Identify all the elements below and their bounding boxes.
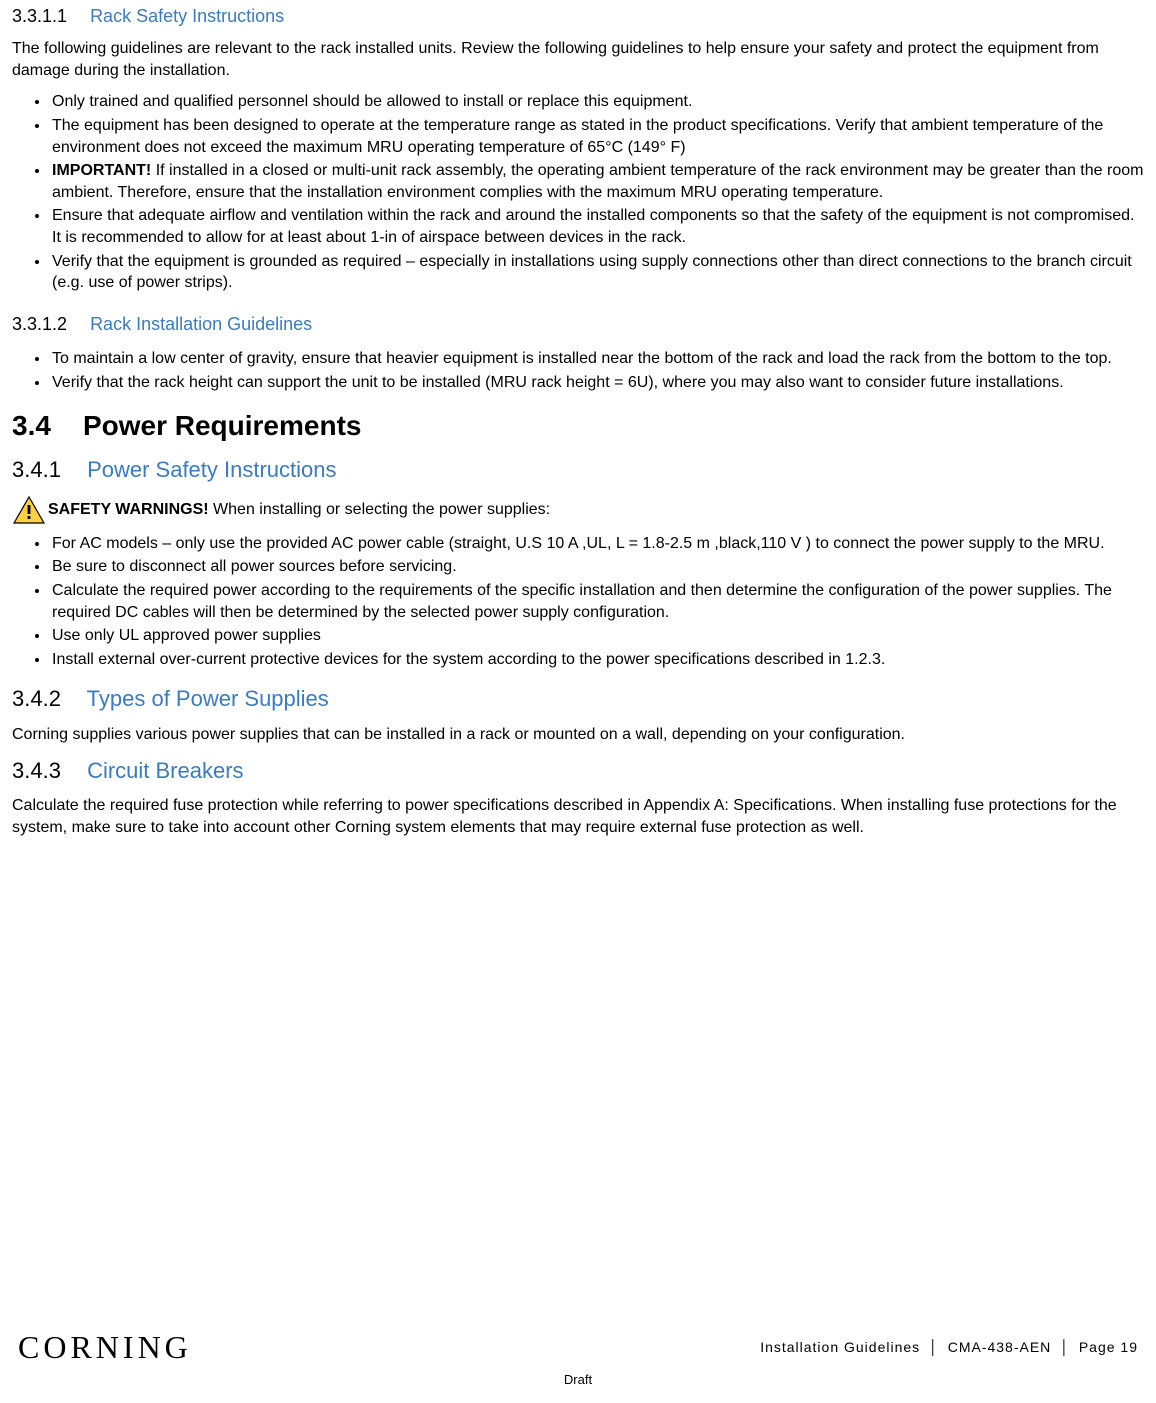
list-text: Ensure that adequate airflow and ventila… [52,207,1134,246]
list-item: The equipment has been designed to opera… [50,115,1144,158]
list-item: Only trained and qualified personnel sho… [50,91,1144,113]
list-text: For AC models – only use the provided AC… [52,535,1105,552]
separator: │ [929,1339,939,1355]
heading-number: 3.3.1.1 [12,6,67,26]
paragraph-3-4-2: Corning supplies various power supplies … [12,724,1144,746]
list-item: Install external over-current protective… [50,649,1144,671]
heading-number: 3.3.1.2 [12,314,67,334]
footer-line: CORNING Installation Guidelines │ CMA-43… [18,1326,1138,1369]
intro-paragraph: The following guidelines are relevant to… [12,38,1144,81]
list-item: Be sure to disconnect all power sources … [50,556,1144,578]
page-footer: CORNING Installation Guidelines │ CMA-43… [0,1326,1156,1389]
bullet-list-3-3-1-2: To maintain a low center of gravity, ens… [12,348,1144,393]
list-item: Calculate the required power according t… [50,580,1144,623]
bullet-list-3-4-1: For AC models – only use the provided AC… [12,533,1144,671]
list-text: Be sure to disconnect all power sources … [52,558,457,575]
warning-icon [12,495,46,525]
list-text: Verify that the rack height can support … [52,374,1064,391]
list-text: The equipment has been designed to opera… [52,117,1103,156]
list-item: For AC models – only use the provided AC… [50,533,1144,555]
separator: │ [1060,1339,1070,1355]
heading-3-3-1-2: 3.3.1.2 Rack Installation Guidelines [12,312,1144,336]
heading-3-4-2: 3.4.2 Types of Power Supplies [12,684,1144,714]
bullet-list-3-3-1-1: Only trained and qualified personnel sho… [12,91,1144,293]
list-text: Use only UL approved power supplies [52,627,321,644]
heading-title: Power Safety Instructions [87,457,336,482]
paragraph-3-4-3: Calculate the required fuse protection w… [12,795,1144,838]
heading-3-4-3: 3.4.3 Circuit Breakers [12,756,1144,786]
list-item: Verify that the rack height can support … [50,372,1144,394]
heading-title: Power Requirements [83,410,362,441]
heading-number: 3.4.3 [12,758,61,783]
safety-warning-line: SAFETY WARNINGS! When installing or sele… [12,495,1144,525]
safety-warning-bold: SAFETY WARNINGS! [48,501,209,518]
heading-title: Rack Safety Instructions [90,6,284,26]
corning-logo: CORNING [18,1326,192,1369]
heading-number: 3.4.2 [12,686,61,711]
list-item: To maintain a low center of gravity, ens… [50,348,1144,370]
list-text: Install external over-current protective… [52,651,885,668]
heading-title: Circuit Breakers [87,758,243,783]
heading-3-4-1: 3.4.1 Power Safety Instructions [12,455,1144,485]
heading-3-3-1-1: 3.3.1.1 Rack Safety Instructions [12,4,1144,28]
list-item: Use only UL approved power supplies [50,625,1144,647]
list-text: Only trained and qualified personnel sho… [52,93,692,110]
heading-number: 3.4.1 [12,457,61,482]
footer-meta: Installation Guidelines │ CMA-438-AEN │ … [760,1338,1138,1357]
heading-3-4: 3.4 Power Requirements [12,407,1144,445]
list-item: Verify that the equipment is grounded as… [50,251,1144,294]
footer-page: Page 19 [1079,1339,1138,1355]
list-text: If installed in a closed or multi-unit r… [52,162,1143,201]
draft-label: Draft [18,1371,1138,1389]
list-text: Calculate the required power according t… [52,582,1112,621]
footer-docnum: CMA-438-AEN [948,1339,1052,1355]
list-text: Verify that the equipment is grounded as… [52,253,1132,292]
heading-number: 3.4 [12,410,51,441]
safety-warning-text: SAFETY WARNINGS! When installing or sele… [48,499,550,521]
list-item: IMPORTANT! If installed in a closed or m… [50,160,1144,203]
heading-title: Rack Installation Guidelines [90,314,312,334]
important-label: IMPORTANT! [52,162,151,179]
safety-warning-rest: When installing or selecting the power s… [209,501,551,518]
footer-section: Installation Guidelines [760,1339,920,1355]
list-text: To maintain a low center of gravity, ens… [52,350,1112,367]
heading-title: Types of Power Supplies [87,686,329,711]
list-item: Ensure that adequate airflow and ventila… [50,205,1144,248]
